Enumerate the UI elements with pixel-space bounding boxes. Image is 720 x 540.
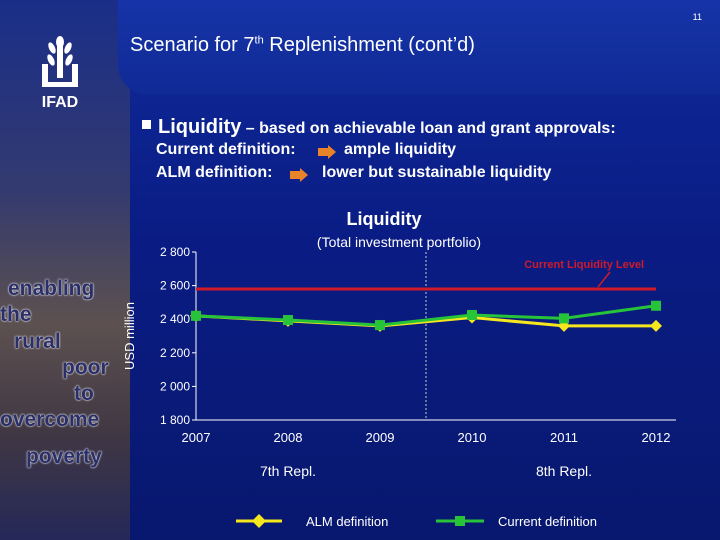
slogan-word: poor [62, 355, 109, 379]
slogan-word: rural [14, 329, 61, 353]
bullet-rest: – based on achievable loan and grant app… [241, 120, 616, 137]
y-tick-label: 2 800 [160, 245, 190, 259]
slogan-word: to [74, 382, 94, 405]
data-point-alm [650, 319, 662, 332]
slogan-word: the [0, 303, 32, 327]
x-tick-label: 2007 [182, 430, 211, 445]
x-tick-label: 2011 [550, 430, 578, 445]
logo-text: IFAD [41, 94, 79, 111]
y-tick-label: 2 000 [160, 379, 190, 393]
background-photo [0, 0, 130, 540]
x-tick-label: 2010 [458, 430, 487, 445]
legend-label: ALM definition [306, 514, 388, 529]
y-tick-label: 2 400 [160, 312, 190, 326]
slide-title-rest: Replenishment (cont’d) [263, 34, 475, 56]
y-tick-label: 1 800 [160, 413, 190, 427]
page-number: 11 [692, 12, 702, 22]
slogan-word: enabling [8, 277, 95, 300]
x-tick-label: 2012 [642, 430, 671, 445]
arrow-right-icon [318, 145, 336, 159]
legend-marker [455, 516, 465, 526]
period-label: 8th Repl. [536, 463, 592, 479]
slogan-word: overcome [0, 408, 100, 432]
bullet-text: Liquidity – based on achievable loan and… [158, 116, 616, 139]
slogan-word: poverty [26, 444, 102, 468]
side-slogan: enabling the rural poor to overcome pove… [0, 276, 118, 470]
data-point-current [283, 315, 293, 326]
wheat-emblem-icon [42, 36, 78, 87]
series-line-current [195, 304, 657, 327]
y-tick-label: 2 200 [160, 346, 190, 360]
data-point-current [375, 320, 385, 331]
x-tick-label: 2009 [366, 430, 395, 445]
y-axis-label: USD million [122, 302, 137, 370]
bullet-marker [142, 120, 151, 129]
data-point-current [467, 310, 477, 320]
bullet-head: Liquidity [158, 116, 242, 138]
slide-title-main: Scenario for 7 [130, 34, 255, 56]
reference-line-label: Current Liquidity Level [524, 259, 644, 271]
data-point-current [559, 313, 569, 324]
chart-subtitle: (Total investment portfolio) [316, 234, 482, 250]
arrow-right-icon [290, 168, 308, 182]
data-point-current [191, 310, 201, 321]
slide-title-sup: th [254, 34, 264, 47]
definition-alm-label: ALM definition: [156, 164, 273, 181]
definition-current-label: Current definition: [156, 141, 296, 158]
legend-marker [252, 514, 266, 528]
chart-title: Liquidity [346, 209, 422, 229]
slide-title: Scenario for 7th Replenishment (cont’d) [130, 34, 475, 57]
x-tick-label: 2008 [274, 430, 303, 445]
ifad-logo: IFAD [30, 34, 90, 114]
title-band [118, 0, 720, 95]
y-tick-label: 2 600 [160, 279, 190, 293]
data-point-current [651, 300, 661, 311]
period-label: 7th Repl. [260, 463, 316, 479]
reference-line-pointer [597, 271, 611, 288]
legend-label: Current definition [498, 514, 597, 529]
definition-current-value: ample liquidity [344, 141, 457, 158]
definition-alm-value: lower but sustainable liquidity [322, 164, 552, 181]
